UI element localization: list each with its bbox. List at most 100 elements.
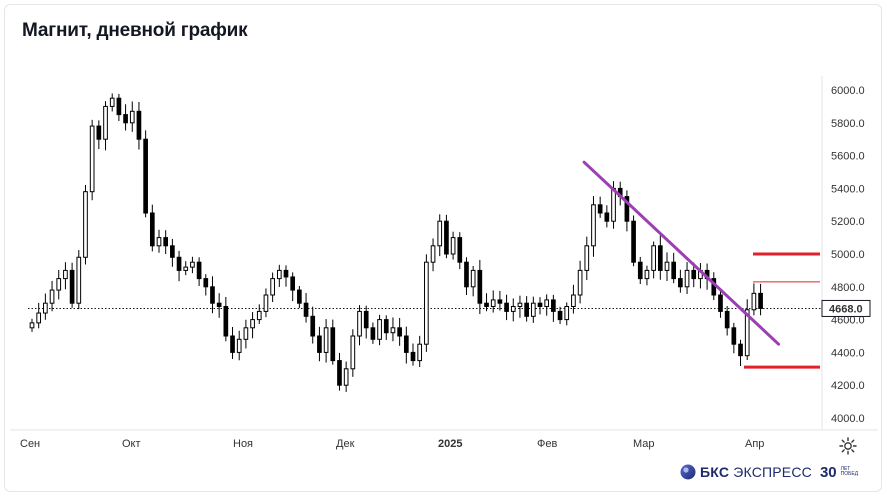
candle-up — [584, 245, 590, 271]
candle-up — [89, 125, 95, 193]
candle-up — [350, 335, 356, 370]
candle-down — [444, 220, 449, 255]
x-tick-label: Мар — [633, 438, 655, 450]
candle-down — [551, 299, 556, 312]
candle-down — [637, 261, 643, 280]
candle-up — [424, 261, 429, 345]
candle-down — [297, 289, 302, 304]
candle-down — [597, 204, 603, 214]
candle-down — [738, 343, 743, 357]
candle-up — [256, 310, 262, 321]
chart-title: Магнит, дневной график — [22, 20, 248, 41]
candle-down — [123, 114, 128, 124]
candle-up — [430, 245, 436, 263]
candle-down — [210, 286, 215, 304]
candle-down — [657, 245, 663, 271]
x-tick-label: Сен — [20, 438, 40, 450]
candle-down — [403, 335, 409, 353]
candle-up — [651, 245, 656, 271]
candle-up — [243, 327, 249, 340]
candle-down — [290, 276, 296, 291]
candle-up — [564, 305, 570, 321]
candle-up — [571, 294, 576, 307]
candle-down — [310, 315, 316, 337]
x-tick-label: Апр — [745, 438, 764, 450]
candle-down — [718, 294, 723, 312]
y-tick-label: 6000.0 — [831, 85, 865, 97]
candle-up — [103, 105, 108, 140]
candle-down — [363, 310, 369, 329]
candle-up — [156, 237, 162, 247]
candle-down — [497, 299, 503, 304]
candle-down — [116, 97, 122, 116]
candle-down — [96, 125, 102, 140]
candle-down — [631, 220, 636, 263]
candle-down — [604, 212, 610, 222]
brand-tagline: ЛЕТ ПОБЕД — [840, 466, 859, 477]
candle-up — [577, 269, 583, 296]
candle-down — [203, 278, 209, 288]
bks-logo-icon — [680, 464, 696, 480]
candle-down — [457, 237, 463, 263]
candle-up — [49, 289, 55, 304]
y-axis: 6000.0 5800.0 5600.0 5400.0 5200.0 5000.0 4800… — [821, 76, 865, 430]
annotations — [582, 160, 820, 369]
candle-up — [83, 191, 88, 258]
candle-down — [504, 302, 509, 312]
candle-down — [524, 302, 529, 317]
candle-down — [170, 245, 175, 258]
candle-up — [417, 343, 423, 362]
candle-up — [437, 220, 443, 247]
candle-down — [397, 327, 402, 337]
x-tick-label: Фев — [537, 438, 557, 450]
x-tick-label: Дек — [336, 438, 355, 450]
candle-up — [611, 187, 616, 222]
candle-up — [276, 269, 282, 280]
candle-up — [43, 302, 48, 314]
candle-down — [477, 269, 483, 304]
candle-down — [671, 261, 677, 280]
candle-down — [163, 237, 169, 247]
x-tick-label: Ноя — [233, 438, 253, 450]
candle-up — [490, 299, 496, 307]
y-tick-label: 4000.0 — [831, 413, 865, 425]
candle-down — [143, 138, 148, 214]
gear-icon[interactable] — [838, 436, 858, 456]
candle-down — [196, 261, 202, 280]
candle-up — [263, 294, 269, 312]
candle-down — [370, 327, 376, 340]
candle-down — [410, 351, 416, 362]
candle-down — [283, 269, 289, 278]
candle-down — [537, 302, 543, 307]
candle-up — [29, 322, 35, 329]
candle-up — [190, 261, 195, 268]
brand-name: БКС ЭКСПРЕСС — [700, 464, 812, 480]
brand-watermark: БКС ЭКСПРЕСС 30 ЛЕТ ПОБЕД — [680, 462, 863, 482]
x-tick-label: 2025 — [438, 438, 462, 450]
candle-up — [450, 237, 456, 255]
candle-up — [323, 327, 329, 353]
y-tick-label: 4600.0 — [831, 315, 865, 327]
candle-down — [464, 261, 469, 288]
x-axis: Сен Окт Ноя Дек 2025 Фев Мар Апр — [10, 429, 878, 450]
candle-down — [230, 335, 235, 353]
last-price-box — [821, 299, 871, 317]
candle-down — [484, 302, 489, 307]
brand-years: 30 — [819, 463, 837, 481]
candle-up — [56, 278, 62, 291]
last-price-label: 4668.0 — [821, 299, 871, 317]
candle-up — [236, 338, 242, 353]
candle-up — [129, 110, 135, 124]
y-tick-label: 5000.0 — [831, 249, 865, 261]
candle-up — [377, 319, 382, 340]
last-price-text: 4668.0 — [829, 303, 863, 315]
candle-up — [250, 319, 255, 329]
candle-down — [330, 327, 336, 362]
x-tick-label: Окт — [122, 438, 141, 450]
chart-frame — [4, 4, 882, 492]
candle-up — [357, 310, 362, 337]
candle-down — [678, 278, 683, 288]
downtrend-line — [582, 160, 781, 346]
candle-down — [691, 269, 697, 280]
